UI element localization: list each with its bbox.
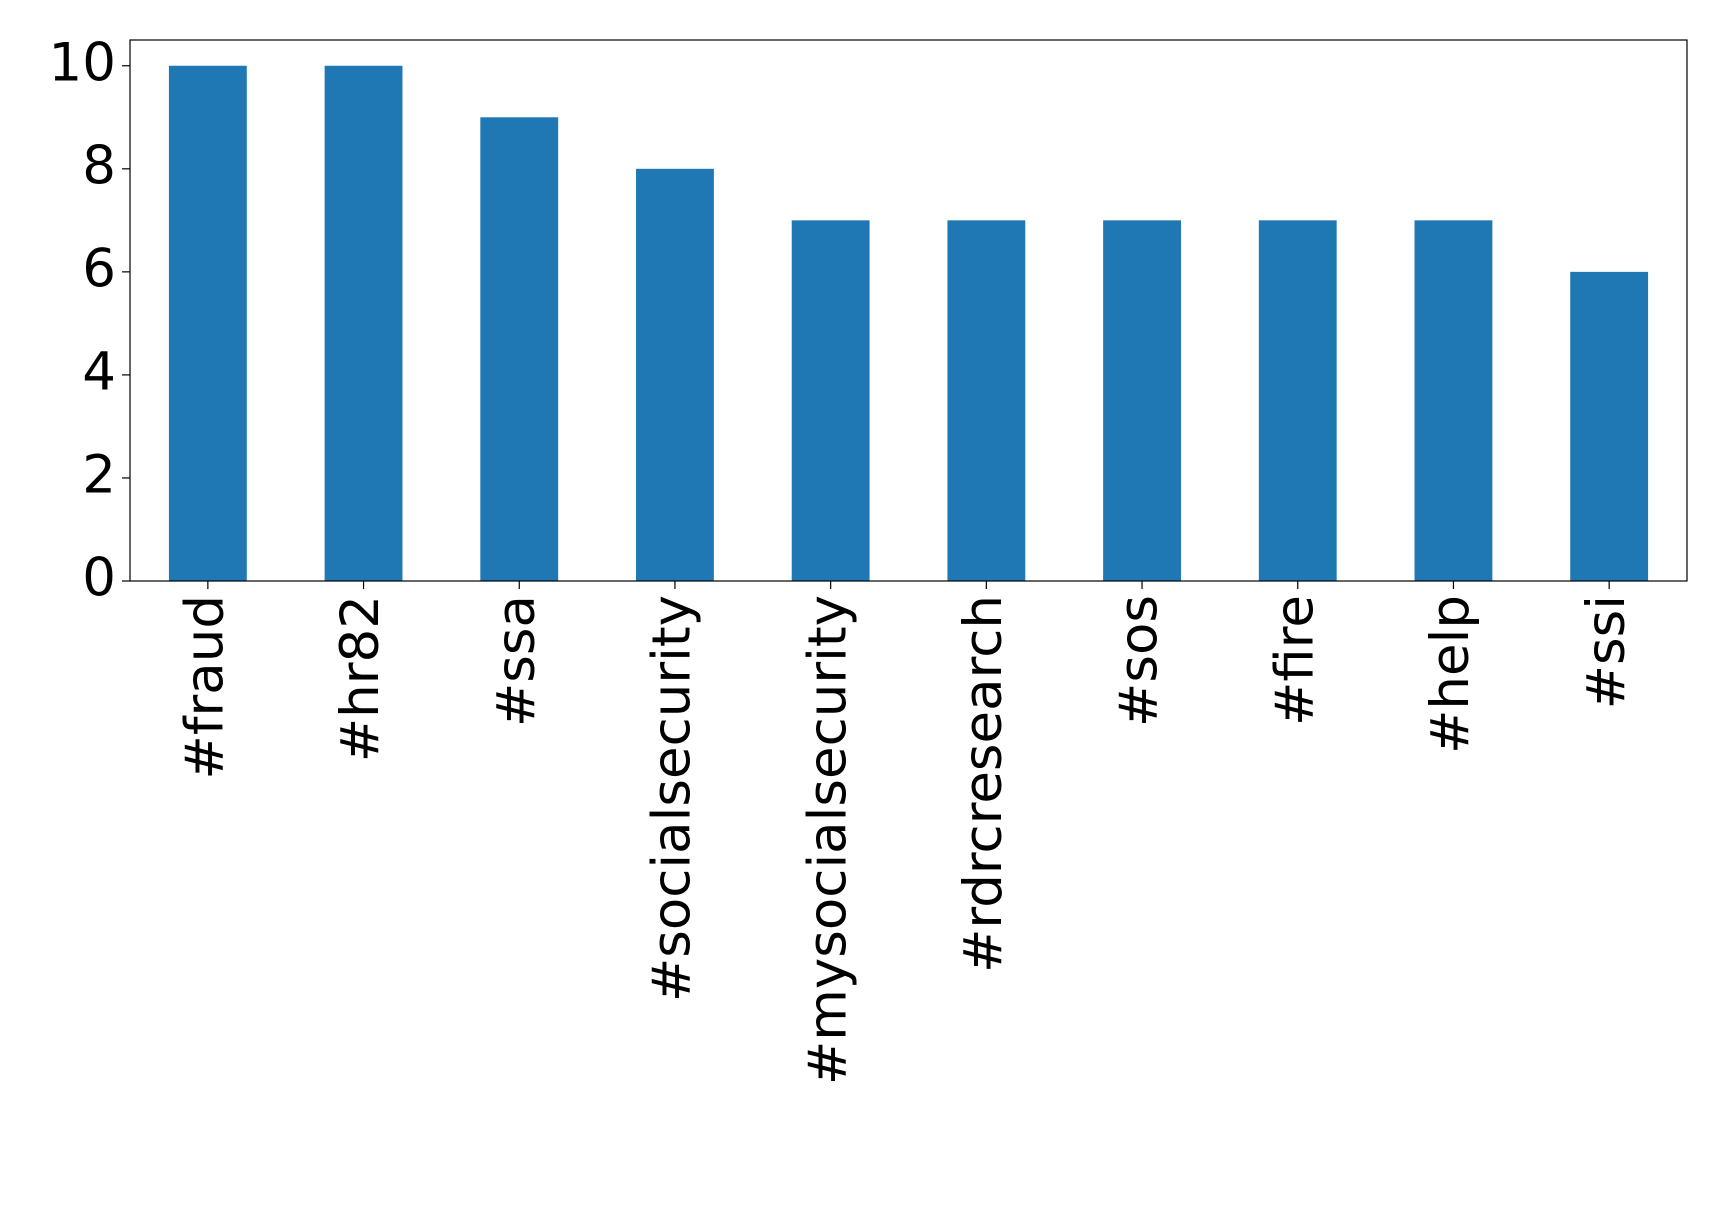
bar bbox=[480, 117, 559, 582]
x-tick-label: #hr82 bbox=[330, 595, 391, 762]
x-tick-label: #fire bbox=[1264, 595, 1325, 726]
y-tick-label: 4 bbox=[82, 342, 116, 403]
x-tick-label: #ssi bbox=[1576, 595, 1637, 709]
x-tick-label: #fraud bbox=[174, 595, 235, 780]
bar bbox=[791, 220, 870, 582]
bar bbox=[1414, 220, 1493, 582]
y-tick-label: 10 bbox=[49, 32, 116, 93]
y-tick-label: 0 bbox=[82, 548, 116, 609]
bar bbox=[636, 168, 714, 582]
plot-frame bbox=[129, 39, 1688, 582]
bar bbox=[168, 65, 247, 581]
x-tick-label: #ssa bbox=[486, 595, 547, 727]
x-tick-label: #socialsecurity bbox=[642, 595, 703, 1002]
x-tick-label: #sos bbox=[1109, 595, 1170, 727]
bar bbox=[1570, 271, 1649, 581]
bar bbox=[324, 65, 403, 581]
x-tick-label: #help bbox=[1420, 595, 1481, 754]
y-tick-label: 8 bbox=[82, 135, 116, 196]
bar bbox=[1258, 220, 1337, 582]
x-tick-label: #mysocialsecurity bbox=[797, 595, 858, 1085]
bar bbox=[1103, 220, 1181, 582]
x-tick-label: #rdrcresearch bbox=[953, 595, 1014, 973]
y-tick-label: 2 bbox=[82, 445, 116, 506]
y-tick-label: 6 bbox=[82, 238, 116, 299]
bar bbox=[947, 220, 1026, 582]
